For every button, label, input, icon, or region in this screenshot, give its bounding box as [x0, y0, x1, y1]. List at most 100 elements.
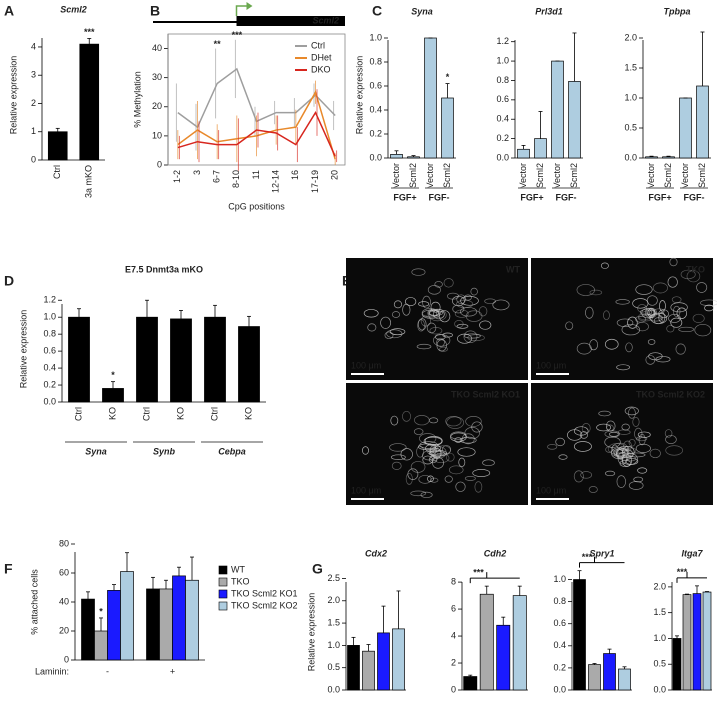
cell: [417, 318, 427, 331]
cell: [386, 329, 403, 339]
y-tick-label: 0.2: [369, 128, 382, 138]
cell: [471, 421, 483, 433]
image-label: TKO: [686, 264, 705, 274]
cell: [464, 476, 476, 481]
cell: [405, 297, 417, 307]
series-line: [177, 111, 336, 157]
x-tick-label: KO: [175, 407, 185, 420]
chart-title: Prl3d1: [535, 6, 563, 16]
cell: [600, 262, 609, 269]
cell: [478, 306, 488, 317]
cell: [427, 285, 441, 295]
y-tick-label: 0.6: [369, 80, 382, 90]
y-tick-label: 30: [152, 72, 162, 82]
bar: [618, 668, 631, 691]
x-tick-label: Vector: [552, 163, 562, 189]
significance: ***: [677, 567, 688, 577]
x-tick-label: 1-2: [172, 170, 182, 183]
cell: [635, 315, 647, 323]
bar: [170, 318, 192, 403]
cell: [624, 406, 639, 416]
cell: [410, 461, 426, 473]
bar: [47, 131, 68, 161]
significance: ***: [232, 30, 243, 40]
cell: [436, 337, 445, 348]
cell: [621, 324, 641, 336]
cell: [410, 490, 427, 497]
x-tick-label: Scml2: [442, 163, 452, 188]
y-tick-label: 0.0: [327, 684, 340, 694]
cell: [434, 281, 443, 288]
bar: [102, 388, 124, 403]
x-axis-label: Laminin:: [35, 666, 69, 676]
bar: [81, 598, 95, 661]
cell: [621, 423, 630, 431]
cell: [588, 486, 598, 493]
y-tick-label: 0.8: [496, 75, 509, 85]
legend-label: TKO Scml2 KO2: [231, 600, 298, 610]
cell: [460, 295, 479, 306]
y-tick-label: 1.0: [624, 92, 637, 102]
significance: *: [446, 72, 450, 82]
scale-bar-label: 100 μm: [351, 485, 381, 495]
bar: [551, 60, 564, 159]
cell: [669, 257, 678, 267]
y-axis-label: Relative expression: [18, 310, 28, 389]
cell: [585, 306, 594, 319]
cell: [390, 415, 399, 426]
x-tick-label: Scml2: [535, 163, 545, 188]
bar: [146, 588, 160, 661]
cell: [390, 454, 406, 460]
significance: **: [214, 39, 222, 49]
bar: [107, 590, 121, 661]
y-tick-label: 2: [451, 657, 456, 667]
cell: [686, 270, 701, 283]
y-tick-label: 0: [64, 654, 69, 664]
panel-label: C: [372, 3, 382, 19]
cell: [616, 448, 634, 461]
bar: [692, 593, 702, 691]
cell: [581, 423, 591, 434]
group-label: FGF+: [648, 192, 671, 202]
cell: [456, 294, 466, 304]
y-tick-label: 0.5: [327, 662, 340, 672]
cell: [391, 461, 402, 470]
cell: [439, 346, 448, 352]
x-tick-label: Scml2: [697, 163, 707, 188]
bar: [79, 43, 100, 161]
cell: [641, 307, 655, 319]
cell: [423, 436, 443, 446]
x-tick-label: Ctrl: [209, 407, 219, 421]
y-tick-label: 2: [31, 98, 36, 108]
chart-title: E7.5 Dnmt3a mKO: [125, 264, 203, 274]
y-tick-label: 0: [31, 154, 36, 164]
legend-label: TKO: [231, 576, 250, 586]
cell: [616, 475, 626, 488]
bar: [441, 97, 454, 159]
cell: [680, 269, 696, 280]
cell: [635, 436, 648, 442]
y-tick-label: 2.0: [624, 32, 637, 42]
cell: [598, 410, 611, 417]
cell: [456, 323, 469, 329]
group-label: FGF+: [393, 192, 416, 202]
significance: *: [111, 370, 115, 380]
x-tick-label: Ctrl: [141, 407, 151, 421]
cell: [389, 443, 407, 452]
bar: [377, 632, 390, 691]
cell: [446, 416, 465, 429]
cell: [419, 441, 438, 449]
cell: [465, 310, 483, 322]
y-tick-label: 0.0: [624, 152, 637, 162]
cell: [647, 339, 656, 345]
y-tick-label: 8: [451, 576, 456, 586]
cell: [454, 309, 469, 318]
plot-frame: [167, 33, 346, 166]
cell: [628, 407, 636, 419]
series-line: [177, 90, 336, 160]
y-tick-label: 20: [152, 101, 162, 111]
cell: [442, 332, 453, 338]
cell: [433, 309, 445, 320]
y-tick-label: 0.5: [653, 659, 666, 669]
panel-label: D: [4, 273, 14, 289]
